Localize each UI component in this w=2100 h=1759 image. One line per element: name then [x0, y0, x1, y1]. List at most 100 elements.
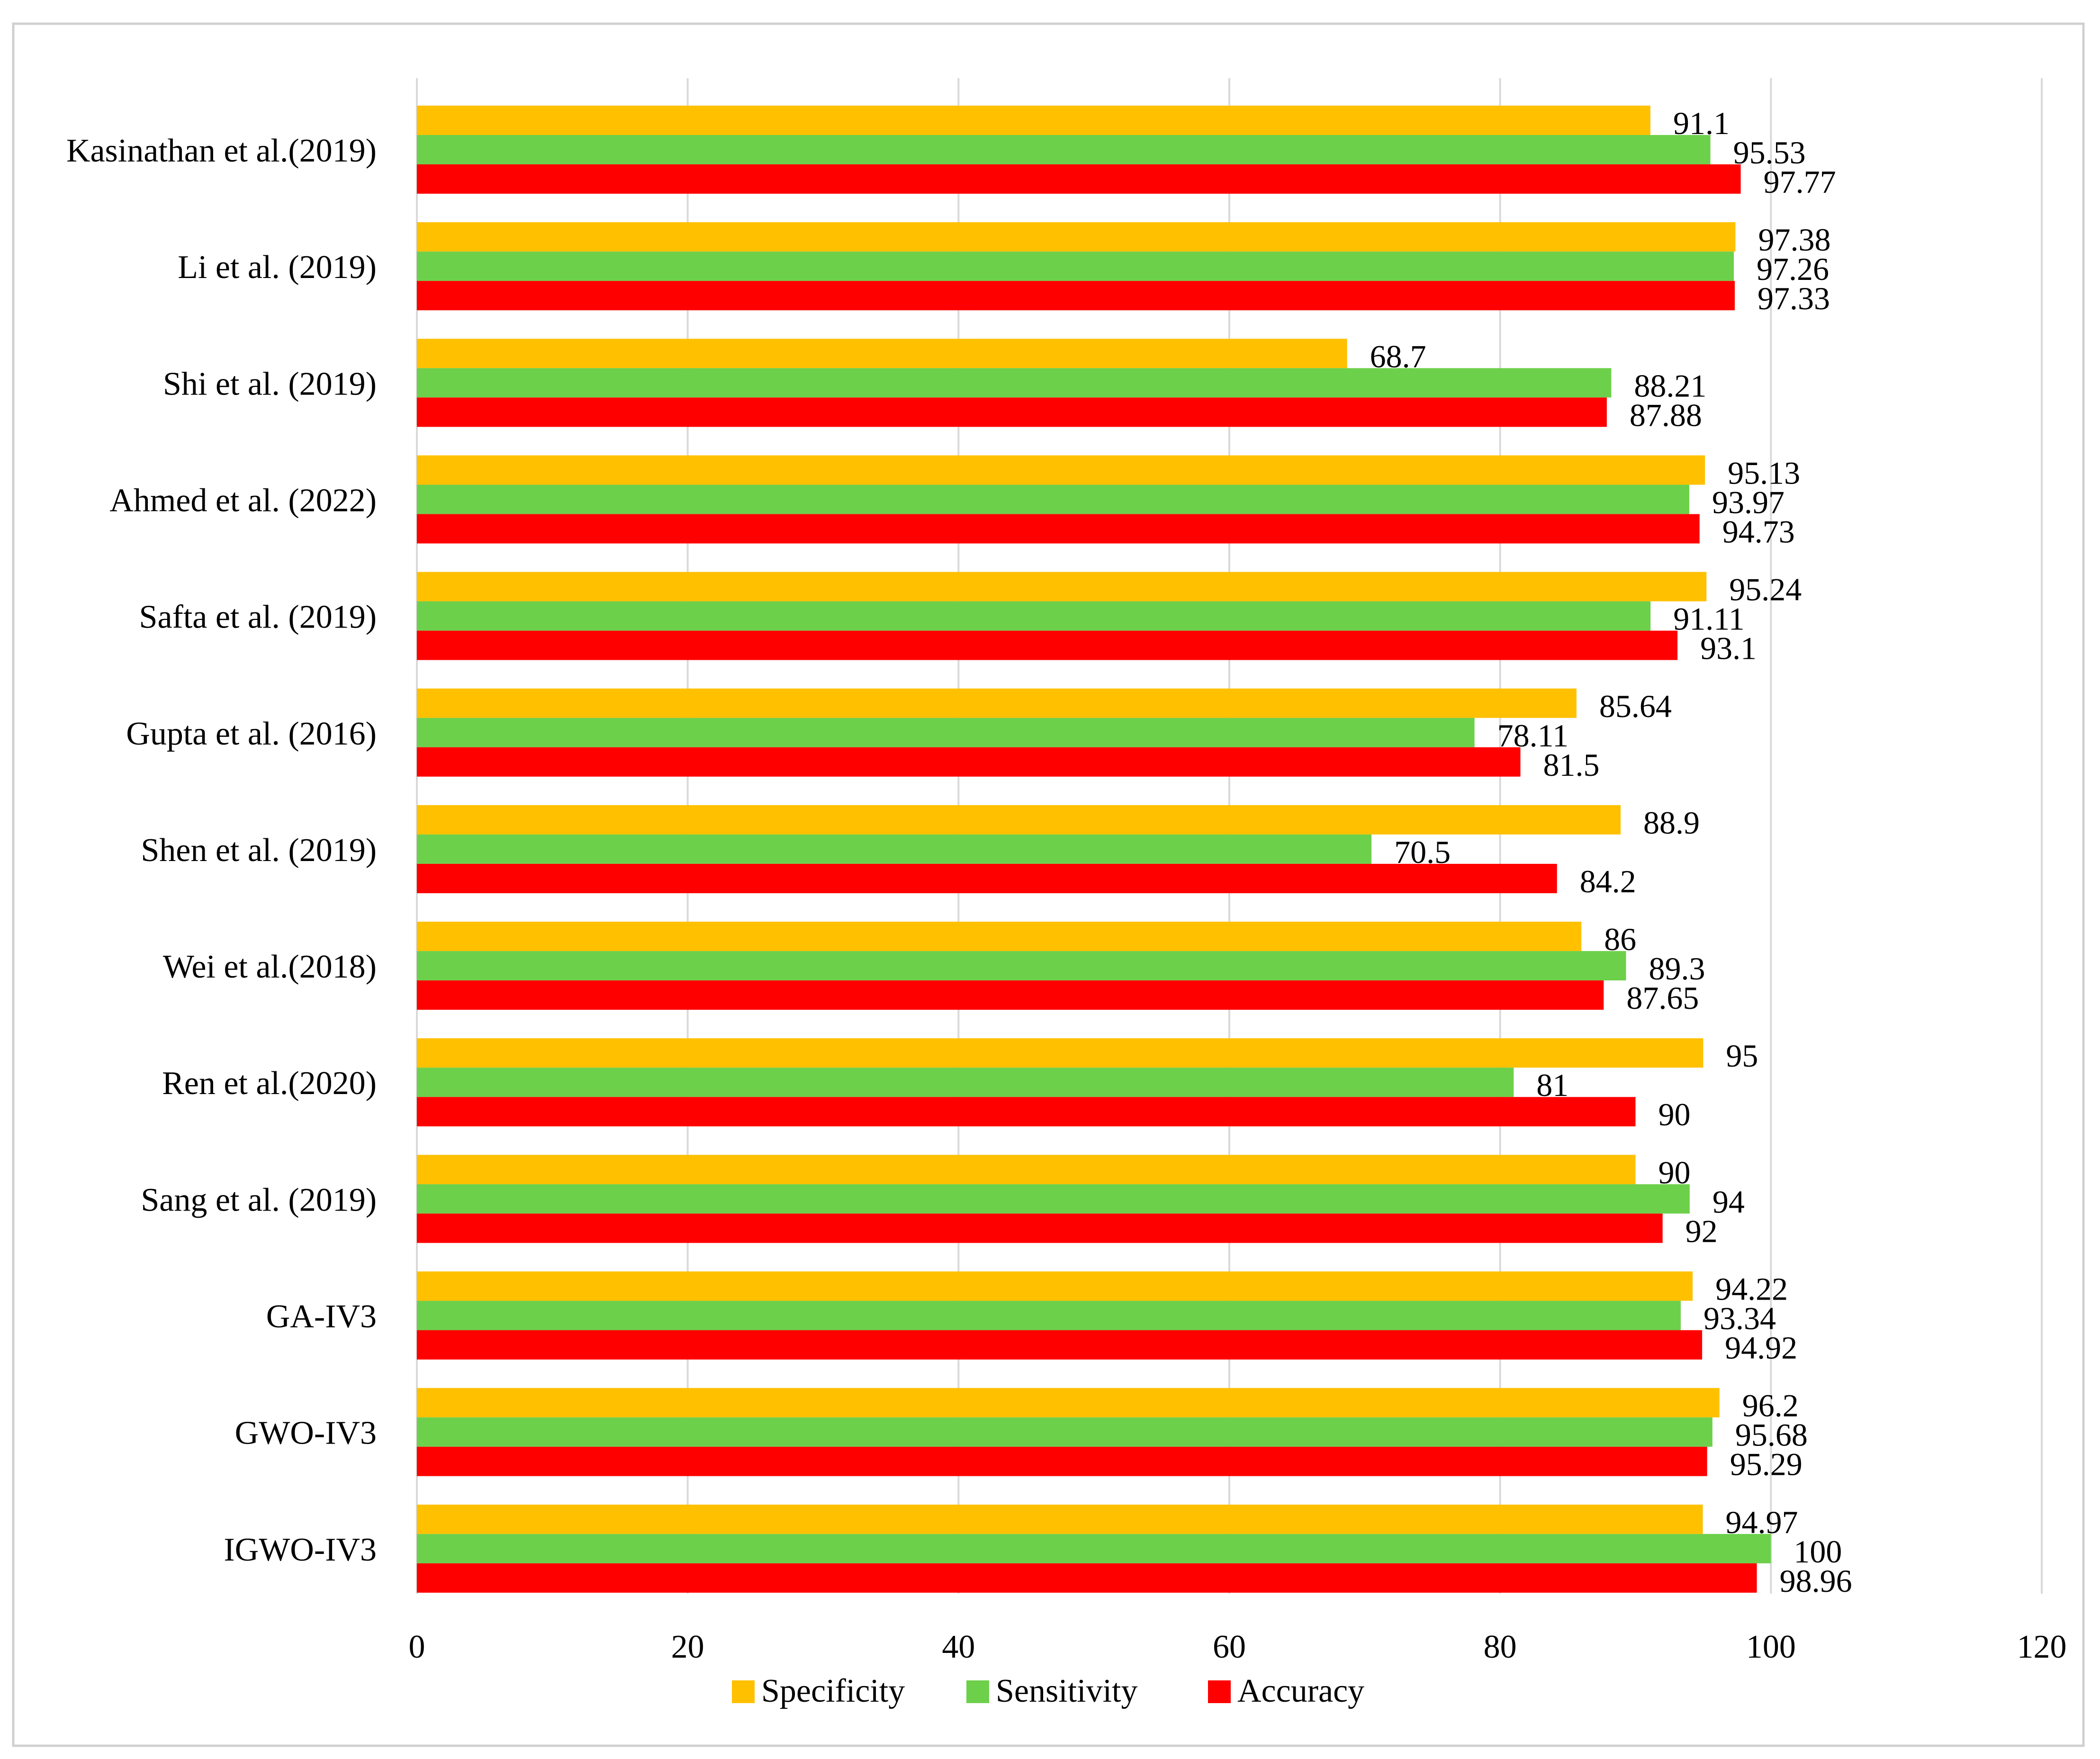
data-label: 100: [1794, 1534, 1842, 1570]
data-label: 94.97: [1726, 1504, 1798, 1540]
bar-accuracy: [417, 397, 1607, 427]
legend-label-sensitivity: Sensitivity: [996, 1673, 1137, 1709]
bar-accuracy: [417, 630, 1678, 660]
data-label: 81.5: [1543, 747, 1600, 783]
category-label: GWO-IV3: [235, 1415, 377, 1452]
x-tick-label: 120: [2017, 1629, 2067, 1665]
bar-layer: [417, 106, 1771, 1593]
data-label: 90: [1658, 1154, 1691, 1190]
bar-sensitivity: [417, 1417, 1712, 1447]
data-label: 95.29: [1730, 1446, 1803, 1482]
bar-accuracy: [417, 747, 1521, 777]
data-label: 97.38: [1758, 222, 1830, 258]
category-label: GA-IV3: [266, 1299, 377, 1335]
data-label: 88.21: [1634, 368, 1706, 404]
bar-specificity: [417, 106, 1650, 135]
data-label: 93.34: [1703, 1301, 1776, 1337]
bar-accuracy: [417, 1563, 1757, 1593]
data-label: 91.1: [1673, 105, 1730, 141]
bar-specificity: [417, 1038, 1703, 1068]
category-label: Safta et al. (2019): [139, 599, 377, 636]
bar-sensitivity: [417, 1534, 1771, 1563]
data-label: 98.96: [1780, 1563, 1852, 1599]
bar-accuracy: [417, 514, 1700, 544]
data-label: 87.65: [1626, 980, 1699, 1016]
bar-sensitivity: [417, 601, 1651, 631]
category-label: Ren et al.(2020): [162, 1065, 377, 1102]
bar-accuracy: [417, 1213, 1663, 1243]
category-label: Ahmed et al. (2022): [109, 482, 377, 519]
bar-sensitivity: [417, 1184, 1690, 1214]
bar-specificity: [417, 1155, 1636, 1185]
legend-label-specificity: Specificity: [761, 1673, 905, 1709]
category-label: Gupta et al. (2016): [126, 716, 377, 752]
x-tick-label: 80: [1484, 1629, 1517, 1665]
data-label: 97.33: [1758, 280, 1830, 316]
bar-accuracy: [417, 1097, 1636, 1127]
data-label: 81: [1536, 1067, 1568, 1103]
legend-swatch-accuracy: [1208, 1680, 1231, 1703]
legend: Specificity Sensitivity Accuracy: [732, 1673, 1364, 1709]
data-label: 70.5: [1394, 834, 1451, 870]
bar-sensitivity: [417, 135, 1711, 164]
bar-accuracy: [417, 1446, 1707, 1476]
bar-specificity: [417, 222, 1736, 252]
legend-swatch-specificity: [732, 1680, 755, 1703]
bar-accuracy: [417, 863, 1557, 893]
bar-sensitivity: [417, 368, 1612, 398]
data-label: 89.3: [1649, 951, 1705, 987]
label-layer: 91.195.5397.7797.3897.2697.3368.788.2187…: [1370, 105, 1852, 1599]
data-label: 92: [1685, 1213, 1718, 1249]
data-label: 97.26: [1757, 251, 1829, 287]
bar-sensitivity: [417, 951, 1626, 981]
data-label: 85.64: [1599, 688, 1672, 724]
bar-accuracy: [417, 164, 1741, 194]
data-label: 86: [1604, 921, 1636, 957]
x-tick-label: 100: [1746, 1629, 1796, 1665]
bar-accuracy: [417, 980, 1604, 1010]
bar-specificity: [417, 1388, 1720, 1418]
category-label: Li et al. (2019): [178, 249, 377, 286]
data-label: 94: [1712, 1184, 1745, 1220]
category-label: Shi et al. (2019): [163, 366, 377, 402]
x-tick-label: 0: [409, 1629, 425, 1665]
legend-label-accuracy: Accuracy: [1237, 1673, 1364, 1709]
data-label: 68.7: [1370, 338, 1426, 374]
x-tick-label: 20: [671, 1629, 704, 1665]
bar-specificity: [417, 572, 1707, 601]
data-label: 93.1: [1700, 630, 1757, 666]
data-label: 96.2: [1742, 1388, 1799, 1424]
bar-specificity: [417, 339, 1347, 368]
bar-specificity: [417, 922, 1582, 951]
bar-sensitivity: [417, 1301, 1681, 1330]
bar-sensitivity: [417, 251, 1734, 281]
category-label: Sang et al. (2019): [141, 1182, 377, 1218]
category-label: Shen et al. (2019): [141, 832, 377, 869]
data-label: 95.53: [1733, 135, 1806, 171]
data-label: 97.77: [1764, 164, 1836, 200]
bar-specificity: [417, 805, 1621, 835]
x-tick-label: 40: [942, 1629, 975, 1665]
data-label: 95.24: [1729, 572, 1802, 608]
data-label: 95.13: [1728, 455, 1800, 491]
bar-specificity: [417, 688, 1577, 718]
category-label: Wei et al.(2018): [163, 949, 377, 985]
category-label: IGWO-IV3: [224, 1532, 377, 1568]
data-label: 84.2: [1580, 863, 1636, 899]
data-label: 78.11: [1497, 718, 1568, 754]
data-label: 93.97: [1712, 484, 1785, 520]
bar-specificity: [417, 455, 1705, 485]
bar-sensitivity: [417, 1068, 1514, 1097]
data-label: 90: [1658, 1096, 1691, 1132]
data-label: 88.9: [1643, 805, 1700, 841]
data-label: 87.88: [1630, 397, 1702, 433]
legend-swatch-sensitivity: [966, 1680, 989, 1703]
data-label: 95: [1726, 1038, 1758, 1074]
bar-sensitivity: [417, 485, 1689, 514]
data-label: 94.92: [1725, 1330, 1797, 1366]
bar-sensitivity: [417, 718, 1475, 747]
data-label: 95.68: [1735, 1417, 1808, 1453]
data-label: 91.11: [1673, 601, 1744, 637]
x-tick-label: 60: [1213, 1629, 1246, 1665]
